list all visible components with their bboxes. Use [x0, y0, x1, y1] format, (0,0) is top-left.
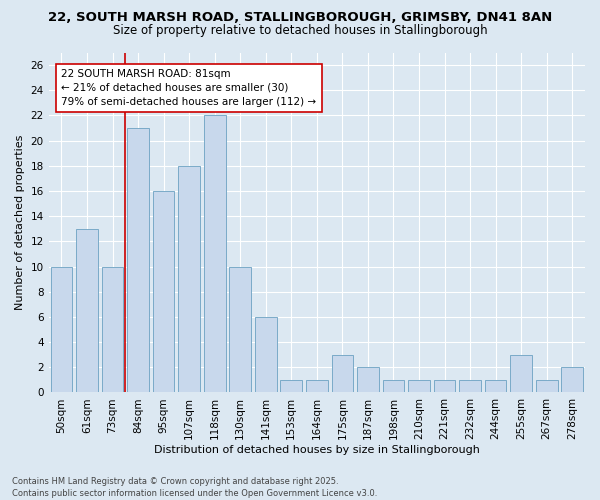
- Bar: [204, 116, 226, 392]
- Bar: [536, 380, 557, 392]
- Bar: [459, 380, 481, 392]
- Bar: [101, 266, 124, 392]
- Text: Contains HM Land Registry data © Crown copyright and database right 2025.
Contai: Contains HM Land Registry data © Crown c…: [12, 476, 377, 498]
- Bar: [510, 354, 532, 393]
- Text: 22 SOUTH MARSH ROAD: 81sqm
← 21% of detached houses are smaller (30)
79% of semi: 22 SOUTH MARSH ROAD: 81sqm ← 21% of deta…: [61, 69, 317, 107]
- Bar: [562, 368, 583, 392]
- Y-axis label: Number of detached properties: Number of detached properties: [15, 135, 25, 310]
- Bar: [229, 266, 251, 392]
- Bar: [127, 128, 149, 392]
- Bar: [383, 380, 404, 392]
- Bar: [153, 191, 175, 392]
- Text: 22, SOUTH MARSH ROAD, STALLINGBOROUGH, GRIMSBY, DN41 8AN: 22, SOUTH MARSH ROAD, STALLINGBOROUGH, G…: [48, 11, 552, 24]
- Bar: [76, 229, 98, 392]
- X-axis label: Distribution of detached houses by size in Stallingborough: Distribution of detached houses by size …: [154, 445, 480, 455]
- Bar: [280, 380, 302, 392]
- Bar: [332, 354, 353, 393]
- Text: Size of property relative to detached houses in Stallingborough: Size of property relative to detached ho…: [113, 24, 487, 37]
- Bar: [50, 266, 72, 392]
- Bar: [306, 380, 328, 392]
- Bar: [357, 368, 379, 392]
- Bar: [485, 380, 506, 392]
- Bar: [178, 166, 200, 392]
- Bar: [408, 380, 430, 392]
- Bar: [434, 380, 455, 392]
- Bar: [255, 317, 277, 392]
